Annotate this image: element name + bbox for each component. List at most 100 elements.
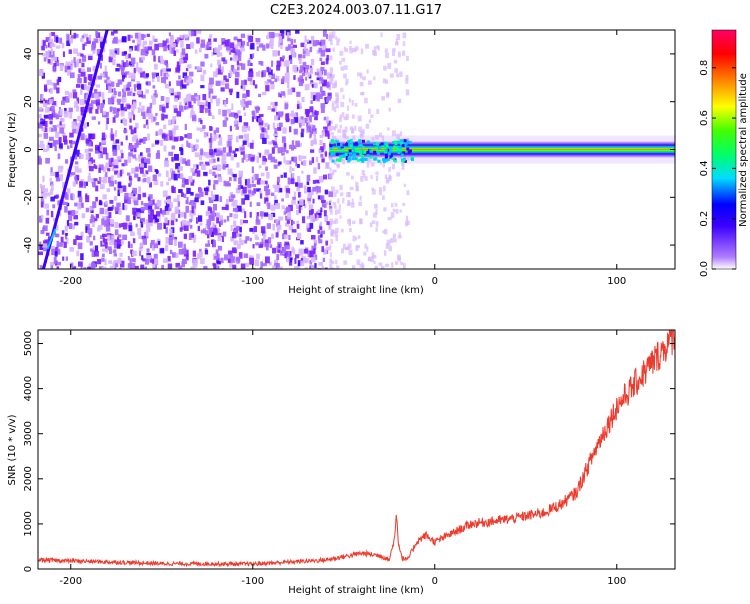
spectrogram-cell (270, 192, 275, 197)
spectrogram-cell (293, 128, 298, 135)
spectrogram-cell (89, 206, 95, 211)
tone-speckle (406, 147, 410, 151)
spectrogram-cell (118, 207, 122, 215)
spectrogram-cell (120, 65, 125, 71)
spectrogram-cell (334, 232, 338, 237)
spectrogram-cell (239, 147, 245, 151)
spectrogram-cell (213, 38, 217, 42)
spectrogram-cell (357, 72, 361, 77)
spectrogram-cell (116, 244, 121, 249)
spectrogram-cell (186, 79, 189, 84)
spectrogram-cell (231, 202, 235, 207)
spectrogram-cell (199, 109, 204, 113)
spectrogram-cell (59, 127, 65, 134)
spectrogram-cell (324, 189, 329, 195)
spectrogram-cell (172, 252, 176, 258)
spectrogram-cell (92, 41, 96, 48)
spectrogram-cell (88, 161, 92, 168)
spectrogram-cell (38, 122, 43, 129)
spectrogram-cell (208, 227, 212, 235)
spectrogram-cell (63, 241, 67, 248)
spectrogram-cell (382, 185, 386, 192)
spectrogram-cell (91, 92, 96, 98)
tone-speckle (337, 146, 341, 150)
spectrogram-cell (85, 226, 88, 233)
spectrogram-cell (298, 119, 302, 124)
spectrogram-cell (228, 113, 233, 117)
spectrogram-cell (208, 112, 212, 116)
spectrogram-cell (223, 75, 227, 81)
colorbar: 0.00.20.40.60.8 Normalized spectral ampl… (699, 29, 749, 277)
spectrogram-cell (166, 68, 171, 72)
spectrogram-cell (56, 240, 59, 247)
spectrogram-cell (222, 231, 227, 237)
spectrogram-cell (55, 194, 59, 199)
spectrogram-cell (237, 243, 241, 249)
spectrogram-cell (39, 140, 44, 145)
spectrogram-cell (260, 180, 265, 185)
spectrogram-cell (218, 134, 221, 139)
spectrogram-cell (121, 51, 126, 56)
spectrogram-cell (278, 161, 282, 165)
spectrogram-cell (235, 256, 241, 262)
spectrogram-cell (241, 157, 245, 163)
spectrogram-cell (104, 79, 108, 84)
spectrogram-cell (329, 218, 334, 222)
tone-speckle (351, 147, 355, 151)
spectrogram-cell (40, 98, 46, 104)
tone-speckle (389, 153, 393, 157)
spectrogram-cell (111, 163, 114, 167)
spectrogram-cell (378, 262, 383, 266)
spectrogram-cell (335, 92, 339, 97)
spectrogram-cell (277, 50, 280, 56)
spectrogram-cell (138, 186, 142, 193)
spectrogram-cell (185, 67, 189, 72)
tone-speckle (380, 142, 384, 146)
spectrogram-cell (127, 104, 131, 109)
tone-speckle (391, 156, 395, 160)
spectrogram-cell (133, 147, 137, 153)
spectrogram-cell (308, 204, 314, 211)
spectrogram-cell (249, 81, 255, 85)
spectrogram-cell (401, 163, 405, 170)
spectrogram-cell (238, 135, 244, 139)
spectrogram-cell (235, 225, 240, 231)
spectrogram-cell (342, 129, 346, 134)
spectrogram-cell (208, 88, 214, 94)
spectrogram-cell (94, 245, 99, 252)
spectrogram-cell (295, 30, 300, 34)
spectrogram-cell (145, 81, 148, 86)
spectrogram-cell (249, 62, 253, 66)
spectrogram-cell (56, 124, 61, 128)
tone-speckle (385, 153, 389, 157)
spectrogram-cell (329, 39, 333, 46)
spectrogram-cell (118, 239, 122, 247)
spectrogram-cell (319, 139, 323, 146)
tone-speckle (373, 150, 377, 154)
spectrogram-cell (93, 178, 98, 182)
spectrogram-cell (212, 184, 216, 190)
spectrogram-cell (56, 266, 60, 269)
spectrogram-cell (127, 222, 131, 227)
spectrogram-cell (277, 249, 281, 253)
spectrogram-cell (191, 206, 194, 213)
spectrogram-cell (294, 266, 299, 269)
spectrogram-cell (200, 148, 203, 156)
spectrogram-cell (263, 233, 266, 241)
spectrogram-cell (99, 145, 103, 152)
tone-speckle (359, 158, 363, 162)
spectrogram-cell (385, 263, 389, 267)
spectrogram-cell (383, 65, 387, 71)
spectrogram-cell (373, 76, 376, 81)
spectrogram-cell (297, 260, 301, 267)
spectrogram-cell (396, 133, 401, 140)
spectrogram-cell (128, 175, 132, 181)
spectrogram-cell (346, 202, 351, 206)
spectrogram-cell (318, 239, 323, 244)
spectrogram-cell (366, 69, 369, 74)
spectrogram-cell (103, 220, 108, 227)
spectrogram-cell (335, 98, 339, 104)
spectrogram-cell (314, 110, 319, 115)
spectrogram-cell (261, 127, 265, 133)
